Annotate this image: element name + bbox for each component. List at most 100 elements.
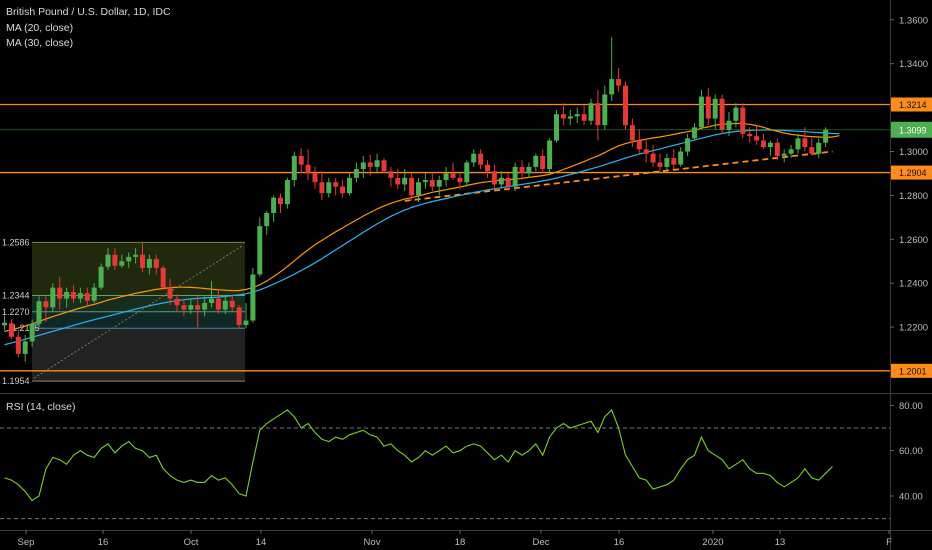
price-tick-label: 1.3000 xyxy=(899,147,928,158)
candle-body xyxy=(533,155,539,167)
candle-body xyxy=(698,96,704,128)
candle-body xyxy=(526,166,532,174)
time-tick-label: 16 xyxy=(98,537,109,548)
candle-body xyxy=(657,162,663,167)
horizontal-level-label: 1.2001 xyxy=(899,366,927,376)
candle-body xyxy=(767,142,773,148)
fib-level-label: 1.1954 xyxy=(2,376,30,386)
rsi-line xyxy=(4,408,833,502)
time-tick-label: 2020 xyxy=(702,537,723,548)
candle-body xyxy=(422,180,428,183)
candle-body xyxy=(733,107,739,121)
time-tick-label: Oct xyxy=(184,537,199,548)
price-tick-label: 1.3600 xyxy=(899,15,928,26)
candle-body xyxy=(353,169,359,178)
last-price-label: 1.3099 xyxy=(899,125,927,135)
rsi-tick-label: 40.00 xyxy=(899,492,923,503)
candle-body xyxy=(602,94,608,126)
candle-body xyxy=(416,182,421,196)
price-tick-label: 1.2600 xyxy=(899,235,928,246)
candle-body xyxy=(140,254,145,268)
candle-body xyxy=(264,212,270,227)
candle-body xyxy=(43,301,49,308)
candle-body xyxy=(761,140,766,148)
ma30-line xyxy=(4,129,840,346)
candle-body xyxy=(91,287,97,301)
candle-body xyxy=(243,320,249,325)
candle-body xyxy=(271,197,277,213)
time-tick-label: 14 xyxy=(256,537,267,548)
candle-body xyxy=(278,197,283,205)
fib-level-label: 1.2270 xyxy=(2,307,30,317)
candle-body xyxy=(367,162,373,167)
candle-body xyxy=(678,151,684,165)
time-tick-label: F xyxy=(886,537,892,548)
candle-body xyxy=(802,138,808,148)
candle-body xyxy=(119,261,125,266)
candle-body xyxy=(485,164,490,172)
candle-body xyxy=(257,226,263,275)
candle-body xyxy=(284,180,290,205)
candle-body xyxy=(250,274,256,321)
candle-body xyxy=(77,293,83,299)
candle-body xyxy=(726,120,732,130)
time-tick-label: 18 xyxy=(455,537,466,548)
candle-body xyxy=(519,166,525,174)
candle-body xyxy=(740,107,746,134)
candle-body xyxy=(374,160,380,167)
candle-body xyxy=(8,323,14,337)
last-price-tag xyxy=(891,121,932,138)
candle-body xyxy=(712,98,718,119)
fib-level-label: 1.2195 xyxy=(12,323,40,333)
candle-body xyxy=(347,177,352,194)
candle-body xyxy=(540,155,546,170)
candle-body xyxy=(692,127,697,139)
candle-body xyxy=(754,136,760,141)
candle-body xyxy=(22,341,28,354)
price-tick-label: 1.3400 xyxy=(899,59,928,70)
candle-body xyxy=(781,153,787,156)
candle-body xyxy=(326,182,332,194)
candle-body xyxy=(188,305,194,310)
candle-body xyxy=(436,180,442,187)
candle-body xyxy=(664,158,670,167)
price-tick-label: 1.2800 xyxy=(899,191,928,202)
candle-body xyxy=(623,85,628,126)
candle-body xyxy=(823,129,829,143)
candle-body xyxy=(560,114,566,119)
candle-body xyxy=(816,142,822,154)
horizontal-level-tag xyxy=(891,97,932,112)
candle-body xyxy=(98,266,104,288)
time-tick-label: Nov xyxy=(364,537,381,548)
candle-body xyxy=(719,98,725,130)
rsi-tick-label: 60.00 xyxy=(899,446,923,457)
candle-body xyxy=(319,182,325,194)
candle-body xyxy=(160,267,166,288)
candle-body xyxy=(215,298,221,310)
fib-zone-lower xyxy=(32,311,245,329)
candle-body xyxy=(112,254,118,266)
candle-body xyxy=(181,305,187,310)
candle-body xyxy=(229,300,235,308)
candle-body xyxy=(360,162,366,170)
candle-body xyxy=(809,147,815,154)
fib-diagonal xyxy=(33,244,244,379)
candle-body xyxy=(491,171,497,185)
candle-body xyxy=(29,323,35,342)
ma30-legend: MA (30, close) xyxy=(6,37,74,49)
candle-body xyxy=(471,153,477,163)
horizontal-level-label: 1.2904 xyxy=(899,168,927,178)
price-tick-label: 1.2200 xyxy=(899,323,928,334)
candle-body xyxy=(636,140,642,150)
candle-body xyxy=(595,103,601,126)
candle-body xyxy=(705,96,711,119)
candle-body xyxy=(340,186,346,194)
candle-body xyxy=(795,138,801,150)
candle-body xyxy=(222,300,228,310)
candle-body xyxy=(774,142,780,156)
horizontal-level-label: 1.3214 xyxy=(899,100,927,110)
candle-body xyxy=(788,149,794,154)
time-tick-label: Sep xyxy=(18,537,35,548)
candle-body xyxy=(305,164,311,174)
